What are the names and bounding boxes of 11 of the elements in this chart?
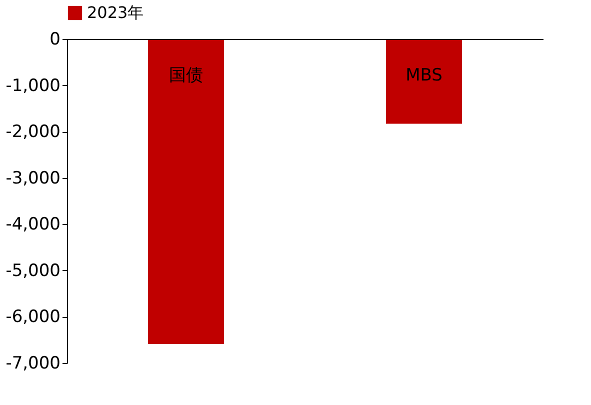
- y-tick-label: -4,000: [6, 214, 60, 235]
- y-tick-label: -1,000: [6, 76, 60, 96]
- legend-label: 2023年: [87, 3, 144, 22]
- x-tick-label: MBS: [406, 66, 442, 86]
- y-tick-label: -2,000: [6, 122, 60, 142]
- x-tick-label: 国债: [169, 66, 203, 86]
- y-tick-label: -7,000: [6, 354, 60, 374]
- y-tick-label: -6,000: [6, 307, 60, 328]
- y-tick-label: -3,000: [6, 168, 60, 188]
- y-tick-label: -5,000: [6, 260, 60, 281]
- y-tick-label: 0: [50, 30, 60, 50]
